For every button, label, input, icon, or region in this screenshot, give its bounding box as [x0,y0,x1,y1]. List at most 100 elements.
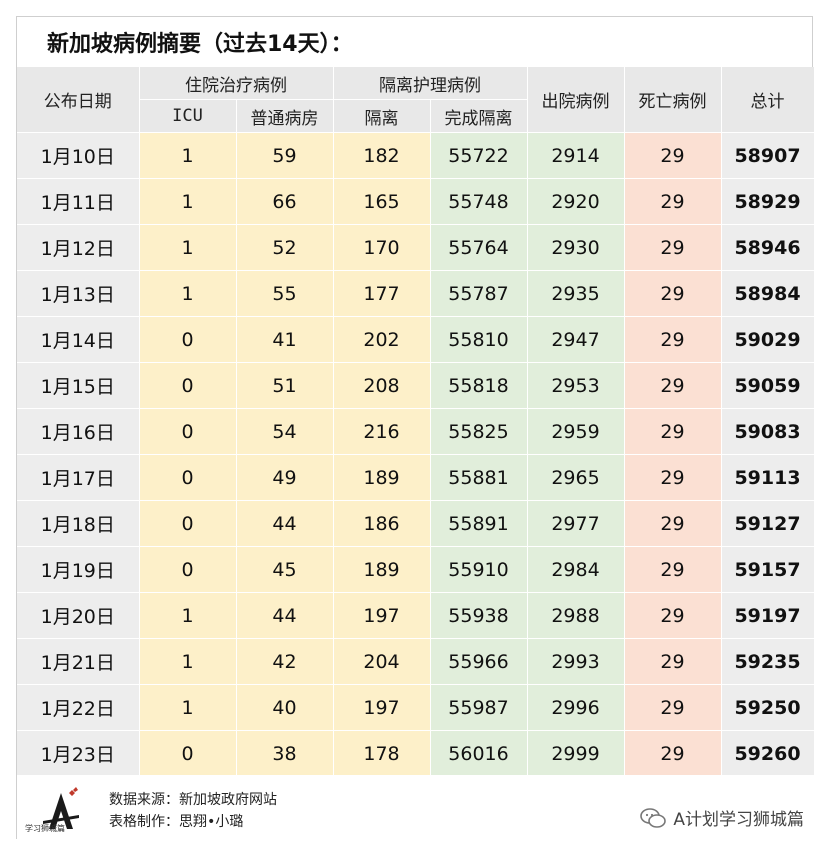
cell-total: 59197 [721,592,815,639]
cell-deaths: 29 [624,454,722,501]
cell-icu: 1 [139,684,237,731]
cell-total: 58907 [721,132,815,179]
cell-deaths: 29 [624,730,722,777]
cell-completed-isolation: 55910 [430,546,528,593]
table-row: 1月21日 1 42 204 55966 2993 29 59235 [17,638,815,685]
cell-date: 1月20日 [17,592,140,639]
cell-date: 1月18日 [17,500,140,547]
cell-general-ward: 54 [236,408,334,455]
cell-discharged: 2953 [527,362,625,409]
cell-deaths: 29 [624,684,722,731]
table-row: 1月19日 0 45 189 55910 2984 29 59157 [17,546,815,593]
cell-date: 1月11日 [17,178,140,225]
cell-completed-isolation: 55764 [430,224,528,271]
cell-total: 59059 [721,362,815,409]
cell-isolation: 182 [333,132,431,179]
cell-completed-isolation: 55818 [430,362,528,409]
cell-discharged: 2988 [527,592,625,639]
cell-deaths: 29 [624,546,722,593]
source-notes: 数据来源：新加坡政府网站 表格制作：思翔•小璐 [109,789,277,833]
footer: 学习狮城篇 数据来源：新加坡政府网站 表格制作：思翔•小璐 A计划学习狮城篇 [17,775,814,840]
summary-card: 新加坡病例摘要（过去14天）： 公布日期 住院治疗病例 隔离护理病例 出院病例 … [16,16,815,840]
cell-deaths: 29 [624,592,722,639]
cell-discharged: 2984 [527,546,625,593]
table-row: 1月11日 1 66 165 55748 2920 29 58929 [17,178,815,225]
cell-discharged: 2977 [527,500,625,547]
cell-icu: 1 [139,638,237,685]
table-row: 1月14日 0 41 202 55810 2947 29 59029 [17,316,815,363]
cell-icu: 0 [139,500,237,547]
cell-discharged: 2947 [527,316,625,363]
table-body: 1月10日 1 59 182 55722 2914 29 58907 1月11日 1 66 165 55… [17,132,815,777]
header-hospital-group: 住院治疗病例 [139,67,334,100]
cell-isolation: 165 [333,178,431,225]
cell-total: 58984 [721,270,815,317]
wechat-icon [640,807,667,828]
table-row: 1月22日 1 40 197 55987 2996 29 59250 [17,684,815,731]
table-row: 1月12日 1 52 170 55764 2930 29 58946 [17,224,815,271]
cell-isolation: 189 [333,454,431,501]
cell-deaths: 29 [624,178,722,225]
cell-deaths: 29 [624,316,722,363]
cell-completed-isolation: 55722 [430,132,528,179]
table-row: 1月20日 1 44 197 55938 2988 29 59197 [17,592,815,639]
cell-icu: 1 [139,592,237,639]
case-summary-table: 公布日期 住院治疗病例 隔离护理病例 出院病例 死亡病例 总计 ICU 普通病房… [17,67,815,777]
cell-icu: 1 [139,132,237,179]
cell-date: 1月19日 [17,546,140,593]
header-isolation: 隔离 [333,99,431,133]
cell-general-ward: 45 [236,546,334,593]
table-maker: 表格制作：思翔•小璐 [109,814,244,830]
header-date: 公布日期 [17,67,140,133]
brand-name: A计划学习狮城篇 [673,810,804,830]
cell-date: 1月22日 [17,684,140,731]
cell-discharged: 2914 [527,132,625,179]
cell-isolation: 208 [333,362,431,409]
cell-completed-isolation: 56016 [430,730,528,777]
page-title: 新加坡病例摘要（过去14天）： [47,32,353,57]
cell-date: 1月16日 [17,408,140,455]
cell-general-ward: 44 [236,592,334,639]
cell-isolation: 178 [333,730,431,777]
cell-deaths: 29 [624,362,722,409]
cell-total: 59260 [721,730,815,777]
cell-discharged: 2920 [527,178,625,225]
table-row: 1月17日 0 49 189 55881 2965 29 59113 [17,454,815,501]
cell-isolation: 189 [333,546,431,593]
cell-date: 1月17日 [17,454,140,501]
cell-completed-isolation: 55810 [430,316,528,363]
cell-deaths: 29 [624,270,722,317]
cell-icu: 0 [139,362,237,409]
cell-general-ward: 52 [236,224,334,271]
cell-completed-isolation: 55825 [430,408,528,455]
cell-isolation: 177 [333,270,431,317]
table-row: 1月16日 0 54 216 55825 2959 29 59083 [17,408,815,455]
cell-deaths: 29 [624,132,722,179]
cell-total: 59250 [721,684,815,731]
header-completed-isolation: 完成隔离 [430,99,528,133]
cell-completed-isolation: 55881 [430,454,528,501]
cell-deaths: 29 [624,638,722,685]
cell-icu: 0 [139,730,237,777]
cell-total: 59127 [721,500,815,547]
cell-completed-isolation: 55891 [430,500,528,547]
cell-isolation: 202 [333,316,431,363]
cell-completed-isolation: 55938 [430,592,528,639]
cell-general-ward: 51 [236,362,334,409]
brand-watermark: A计划学习狮城篇 [639,805,804,830]
header-discharged: 出院病例 [527,67,625,133]
data-source: 数据来源：新加坡政府网站 [109,792,277,808]
cell-discharged: 2993 [527,638,625,685]
header-isolation-group: 隔离护理病例 [333,67,528,100]
header-deaths: 死亡病例 [624,67,722,133]
cell-isolation: 170 [333,224,431,271]
cell-completed-isolation: 55987 [430,684,528,731]
cell-isolation: 197 [333,684,431,731]
cell-general-ward: 38 [236,730,334,777]
cell-total: 59235 [721,638,815,685]
cell-total: 59157 [721,546,815,593]
cell-isolation: 204 [333,638,431,685]
cell-date: 1月10日 [17,132,140,179]
cell-discharged: 2930 [527,224,625,271]
cell-discharged: 2959 [527,408,625,455]
